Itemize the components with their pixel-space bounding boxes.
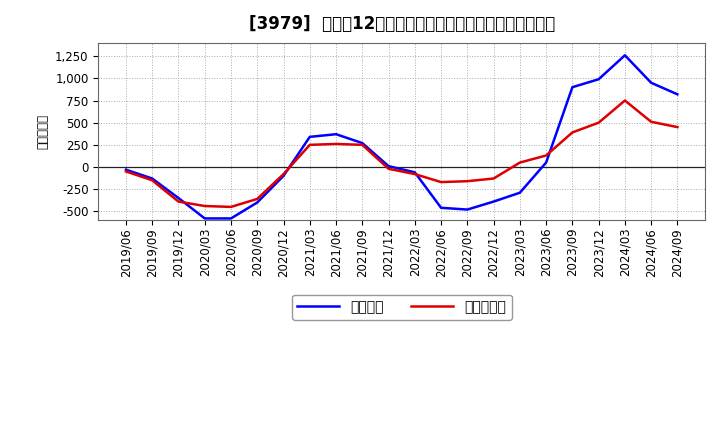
- 当期純利益: [253, 196, 261, 202]
- 経常利益: [253, 200, 261, 205]
- 当期純利益: [542, 153, 551, 158]
- 経常利益: [410, 170, 419, 175]
- 当期純利益: [568, 130, 577, 135]
- 経常利益: [332, 132, 341, 137]
- 当期純利益: [437, 180, 446, 185]
- 当期純利益: [621, 98, 629, 103]
- 当期純利益: [122, 169, 130, 174]
- 経常利益: [647, 80, 655, 85]
- 経常利益: [305, 134, 314, 139]
- 当期純利益: [463, 179, 472, 184]
- 当期純利益: [279, 172, 288, 177]
- 当期純利益: [594, 120, 603, 125]
- 経常利益: [148, 176, 156, 181]
- 経常利益: [279, 173, 288, 179]
- 経常利益: [516, 190, 524, 195]
- 当期純利益: [384, 166, 393, 172]
- 経常利益: [542, 160, 551, 165]
- 当期純利益: [673, 125, 682, 130]
- 当期純利益: [148, 178, 156, 183]
- 経常利益: [174, 195, 183, 201]
- 経常利益: [358, 140, 366, 146]
- Title: [3979]  利益だ12か月移動合計の対前年同期増減額の推移: [3979] 利益だ12か月移動合計の対前年同期増減額の推移: [248, 15, 555, 33]
- 当期純利益: [174, 199, 183, 204]
- Y-axis label: （百万円）: （百万円）: [37, 114, 50, 149]
- 当期純利益: [490, 176, 498, 181]
- 経常利益: [490, 199, 498, 204]
- 経常利益: [227, 216, 235, 221]
- 経常利益: [568, 84, 577, 90]
- 経常利益: [621, 53, 629, 58]
- 当期純利益: [647, 119, 655, 125]
- 当期純利益: [200, 203, 209, 209]
- 経常利益: [437, 205, 446, 210]
- Line: 当期純利益: 当期純利益: [126, 100, 678, 207]
- 当期純利益: [358, 142, 366, 147]
- 経常利益: [122, 167, 130, 172]
- 経常利益: [384, 164, 393, 169]
- 当期純利益: [410, 172, 419, 177]
- 当期純利益: [332, 141, 341, 147]
- 経常利益: [463, 207, 472, 212]
- 当期純利益: [227, 204, 235, 209]
- Legend: 経常利益, 当期純利益: 経常利益, 当期純利益: [292, 294, 512, 319]
- 経常利益: [594, 77, 603, 82]
- 当期純利益: [516, 160, 524, 165]
- Line: 経常利益: 経常利益: [126, 55, 678, 218]
- 経常利益: [200, 216, 209, 221]
- 経常利益: [673, 92, 682, 97]
- 当期純利益: [305, 142, 314, 147]
